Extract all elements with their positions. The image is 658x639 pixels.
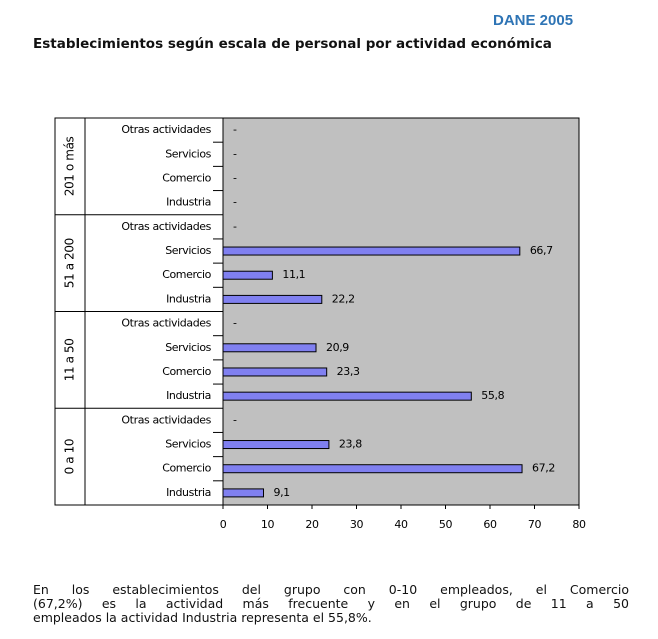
category-label: Industria: [166, 196, 211, 209]
category-label: Otras actividades: [121, 220, 211, 233]
x-tick-label: 30: [350, 518, 364, 531]
bar: [222, 367, 328, 377]
category-label: Servicios: [165, 341, 211, 354]
category-label: Servicios: [165, 244, 211, 257]
x-tick-label: 70: [528, 518, 542, 531]
group-label: 11 a 50: [63, 339, 77, 382]
chart: 0 10 20 30 40 50 60 70 80 201 o más Otras activida…: [54, 117, 586, 531]
category-label: Industria: [166, 486, 211, 499]
category-label: Otras actividades: [121, 317, 211, 330]
x-tick-label: 60: [483, 518, 497, 531]
category-label: Otras actividades: [121, 413, 211, 426]
bar: [222, 246, 521, 256]
category-label: Comercio: [162, 268, 211, 281]
category-label: Comercio: [162, 171, 211, 184]
bar: [222, 343, 317, 353]
value-label: 22,2: [332, 292, 355, 305]
bar: [222, 294, 323, 304]
value-label: 23,3: [337, 365, 360, 378]
bar: [222, 270, 273, 280]
value-label: 23,8: [339, 438, 362, 451]
value-label: 67,2: [532, 462, 555, 475]
value-label: 66,7: [530, 244, 553, 257]
source: DANE 2005: [493, 12, 574, 29]
category-label: Industria: [166, 292, 211, 305]
value-label: -: [233, 147, 237, 160]
caption-line: (67,2%) es la actividad más frecuente y …: [33, 596, 629, 611]
value-label: -: [233, 123, 237, 136]
category-label: Comercio: [162, 365, 211, 378]
value-label: -: [233, 196, 237, 209]
category-label: Industria: [166, 389, 211, 402]
category-label: Comercio: [162, 462, 211, 475]
caption-line: En los establecimientos del grupo con 0-…: [33, 582, 629, 597]
x-tick-label: 20: [305, 518, 319, 531]
group-label: 0 a 10: [63, 439, 77, 475]
x-tick-label: 50: [439, 518, 453, 531]
group-label: 201 o más: [63, 136, 77, 196]
bar: [222, 440, 330, 450]
category-label: Servicios: [165, 438, 211, 451]
value-label: -: [233, 171, 237, 184]
value-label: 20,9: [326, 341, 349, 354]
x-tick-label: 10: [261, 518, 275, 531]
bar: [222, 391, 472, 401]
x-tick-label: 40: [394, 518, 408, 531]
group-label: 51 a 200: [63, 238, 77, 288]
value-label: -: [233, 413, 237, 426]
category-label: Otras actividades: [121, 123, 211, 136]
value-label: 11,1: [282, 268, 305, 281]
x-tick-label: 0: [220, 518, 227, 531]
x-tick-label: 80: [572, 518, 586, 531]
caption-line: empleados la actividad Industria represe…: [33, 610, 372, 625]
bar: [222, 488, 264, 498]
value-label: -: [233, 220, 237, 233]
bar: [222, 464, 523, 474]
chart-title: Establecimientos según escala de persona…: [33, 36, 552, 52]
caption: En los establecimientos del grupo con 0-…: [33, 583, 629, 625]
category-label: Servicios: [165, 147, 211, 160]
value-label: -: [233, 317, 237, 330]
value-label: 55,8: [481, 389, 504, 402]
value-label: 9,1: [273, 486, 289, 499]
